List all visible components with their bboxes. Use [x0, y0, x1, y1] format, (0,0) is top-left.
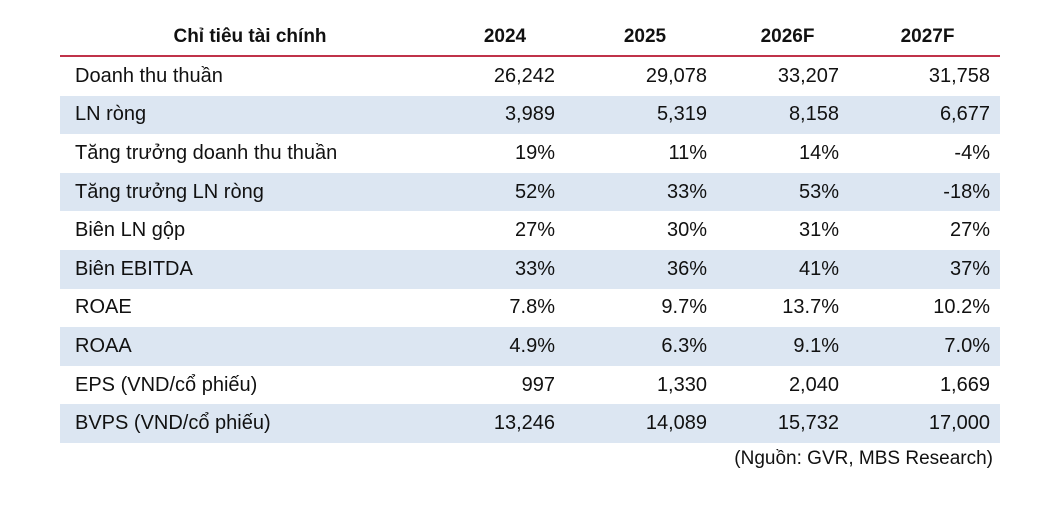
value-cell: 7.8%	[509, 296, 555, 319]
value-cell: 7.0%	[855, 327, 1000, 366]
row-label: Biên EBITDA	[60, 249, 440, 289]
header-cell: 2027F	[855, 18, 1000, 57]
header-cell: 2025	[570, 18, 720, 57]
value-cell: 30%	[666, 219, 707, 242]
table-row: LN ròng 3,989 5,319 8,158 6,677	[60, 95, 1000, 135]
value-cell: 1,330	[656, 373, 707, 396]
header-cell: Chỉ tiêu tài chính	[60, 18, 440, 57]
table-row: Biên LN gộp 27% 30% 31% 27%	[60, 211, 1000, 250]
row-label: ROAA	[60, 327, 440, 366]
value-cell: 997	[521, 373, 555, 396]
value-cell: 17,000	[855, 404, 1000, 443]
value-cell: 4.9%	[440, 327, 570, 366]
table-row: EPS (VND/cổ phiếu) 997 1,330 2,040 1,669	[60, 366, 1000, 405]
value-cell: 26,242	[493, 64, 555, 87]
value-cell: 33,207	[777, 64, 839, 87]
value-cell: 5,319	[570, 95, 720, 135]
row-label: Tăng trưởng doanh thu thuần	[75, 141, 338, 164]
header-cell: 2026F	[720, 18, 855, 57]
row-label: LN ròng	[60, 95, 440, 135]
value-cell: 14%	[798, 141, 839, 164]
row-label: Doanh thu thuần	[75, 64, 223, 87]
table-body: Doanh thu thuần 26,242 29,078 33,207 31,758 L…	[60, 56, 1000, 443]
value-cell: 15,732	[720, 404, 855, 443]
value-cell: 14,089	[570, 404, 720, 443]
value-cell: 6.3%	[570, 327, 720, 366]
value-cell: 36%	[570, 249, 720, 289]
financial-table: Chỉ tiêu tài chính 2024 2025 2026F 2027F Doa…	[60, 18, 1000, 443]
table-row: Doanh thu thuần 26,242 29,078 33,207 31,758	[60, 56, 1000, 96]
table-row: Tăng trưởng LN ròng 52% 33% 53% -18%	[60, 172, 1000, 212]
value-cell: 33%	[570, 172, 720, 212]
value-cell: 11%	[668, 141, 707, 164]
value-cell: 37%	[855, 249, 1000, 289]
value-cell: 41%	[720, 249, 855, 289]
value-cell: 13,246	[440, 404, 570, 443]
source-note: (Nguồn: GVR, MBS Research)	[734, 448, 993, 469]
value-cell: 6,677	[855, 95, 1000, 135]
table-row: BVPS (VND/cổ phiếu) 13,246 14,089 15,732 17,…	[60, 404, 1000, 443]
value-cell: 29,078	[645, 64, 707, 87]
value-cell: 53%	[720, 172, 855, 212]
value-cell: 2,040	[788, 373, 839, 396]
row-label: ROAE	[75, 296, 132, 319]
value-cell: 27%	[949, 219, 990, 242]
value-cell: 3,989	[440, 95, 570, 135]
value-cell: -18%	[855, 172, 1000, 212]
value-cell: 19%	[514, 141, 555, 164]
value-cell: 27%	[514, 219, 555, 242]
header-cell: 2024	[440, 18, 570, 57]
value-cell: 13.7%	[782, 296, 839, 319]
value-cell: 33%	[440, 249, 570, 289]
row-label: EPS (VND/cổ phiếu)	[75, 373, 258, 396]
row-label: Biên LN gộp	[75, 219, 186, 242]
value-cell: 8,158	[720, 95, 855, 135]
value-cell: 9.7%	[661, 296, 707, 319]
value-cell: 31,758	[928, 64, 990, 87]
table-row: Tăng trưởng doanh thu thuần 19% 11% 14% -4%	[60, 134, 1000, 173]
row-label: BVPS (VND/cổ phiếu)	[60, 404, 440, 443]
value-cell: 31%	[798, 219, 839, 242]
value-cell: 10.2%	[933, 296, 990, 319]
value-cell: 1,669	[939, 373, 990, 396]
table-row: ROAE 7.8% 9.7% 13.7% 10.2%	[60, 289, 1000, 328]
value-cell: -4%	[954, 141, 990, 164]
header-row: Chỉ tiêu tài chính 2024 2025 2026F 2027F	[60, 18, 1000, 57]
row-label: Tăng trưởng LN ròng	[60, 172, 440, 212]
table-row: Biên EBITDA 33% 36% 41% 37%	[60, 249, 1000, 289]
value-cell: 9.1%	[720, 327, 855, 366]
table-row: ROAA 4.9% 6.3% 9.1% 7.0%	[60, 327, 1000, 366]
value-cell: 52%	[440, 172, 570, 212]
